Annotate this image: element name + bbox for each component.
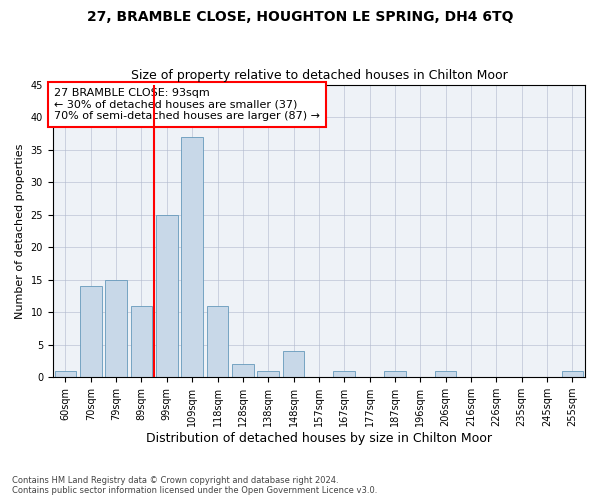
Bar — [55, 370, 76, 377]
Text: 27 BRAMBLE CLOSE: 93sqm
← 30% of detached houses are smaller (37)
70% of semi-de: 27 BRAMBLE CLOSE: 93sqm ← 30% of detache… — [54, 88, 320, 121]
Bar — [562, 370, 583, 377]
Bar — [80, 286, 101, 377]
Text: Contains HM Land Registry data © Crown copyright and database right 2024.
Contai: Contains HM Land Registry data © Crown c… — [12, 476, 377, 495]
Bar — [131, 306, 152, 377]
Y-axis label: Number of detached properties: Number of detached properties — [15, 143, 25, 318]
Bar — [207, 306, 228, 377]
Bar — [232, 364, 254, 377]
Title: Size of property relative to detached houses in Chilton Moor: Size of property relative to detached ho… — [131, 69, 507, 82]
Bar — [257, 370, 279, 377]
X-axis label: Distribution of detached houses by size in Chilton Moor: Distribution of detached houses by size … — [146, 432, 492, 445]
Text: 27, BRAMBLE CLOSE, HOUGHTON LE SPRING, DH4 6TQ: 27, BRAMBLE CLOSE, HOUGHTON LE SPRING, D… — [87, 10, 513, 24]
Bar — [106, 280, 127, 377]
Bar — [283, 351, 304, 377]
Bar — [384, 370, 406, 377]
Bar — [156, 214, 178, 377]
Bar — [181, 136, 203, 377]
Bar — [334, 370, 355, 377]
Bar — [435, 370, 457, 377]
